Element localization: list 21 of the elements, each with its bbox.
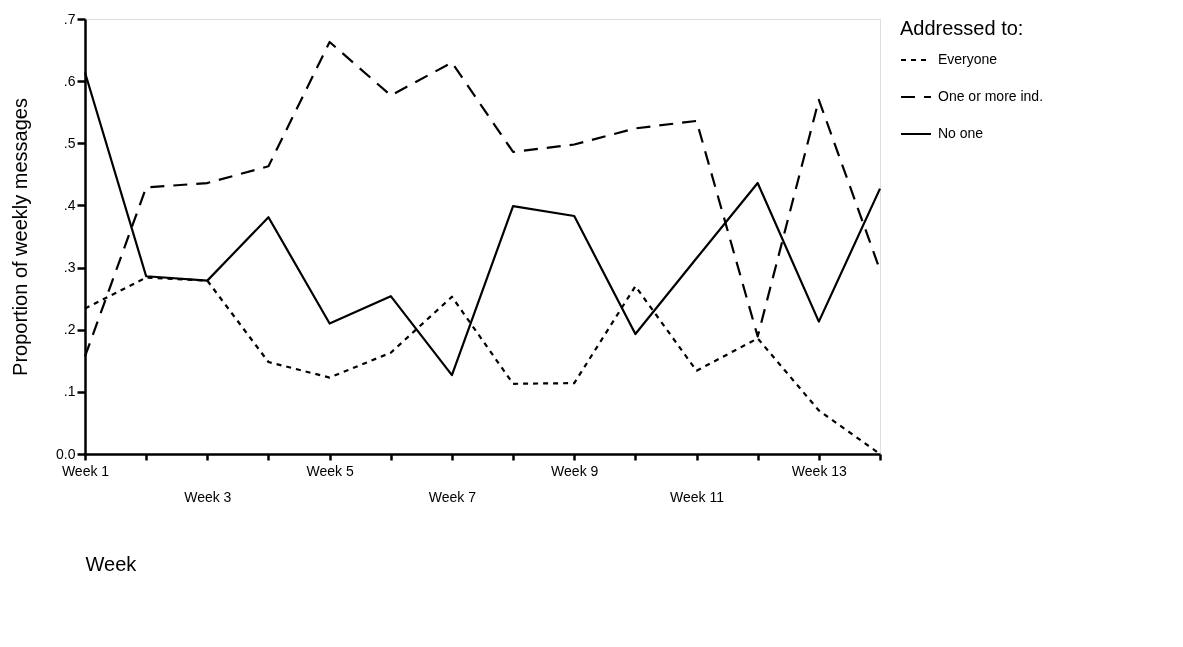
x-tick-label: Week 7: [428, 488, 477, 505]
x-tick-label: Week 3: [184, 488, 232, 505]
y-tick-label: .1: [63, 383, 76, 400]
y-tick-label: .5: [63, 134, 76, 151]
x-tick-label: Week 11: [670, 488, 725, 505]
legend-label: No one: [938, 125, 984, 141]
x-tick-label: Week 13: [791, 462, 848, 479]
x-axis-title: Week: [85, 552, 138, 575]
legend-label: Everyone: [938, 51, 998, 67]
y-tick-label: 0.0: [56, 445, 76, 462]
x-tick-label: Week 9: [551, 462, 599, 479]
y-tick-label: .2: [63, 321, 76, 338]
x-tick-label: Week 5: [306, 462, 354, 479]
y-tick-label: .3: [63, 259, 76, 276]
legend-label: One or more ind.: [938, 88, 1044, 104]
y-tick-label: .7: [63, 10, 76, 27]
y-tick-label: .4: [63, 196, 76, 213]
legend-title: Addressed to:: [900, 17, 1024, 39]
x-tick-label: Week 1: [61, 462, 110, 479]
y-axis-title: Proportion of weekly messages: [9, 98, 32, 376]
y-tick-label: .6: [63, 72, 76, 89]
